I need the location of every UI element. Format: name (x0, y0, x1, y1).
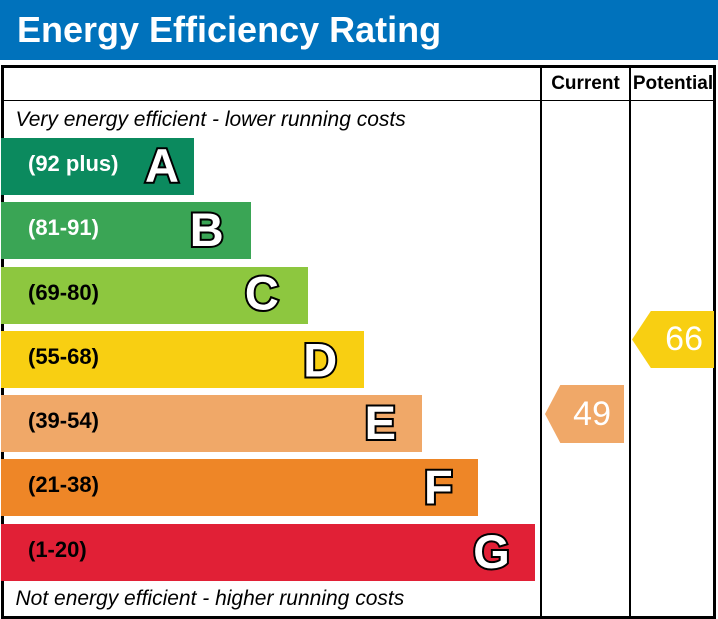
svg-text:B: B (190, 203, 224, 256)
svg-text:F: F (424, 460, 453, 513)
svg-text:C: C (245, 267, 279, 320)
svg-text:G: G (473, 525, 510, 578)
svg-text:E: E (365, 396, 396, 449)
svg-text:D: D (303, 334, 337, 387)
svg-text:A: A (145, 139, 179, 192)
